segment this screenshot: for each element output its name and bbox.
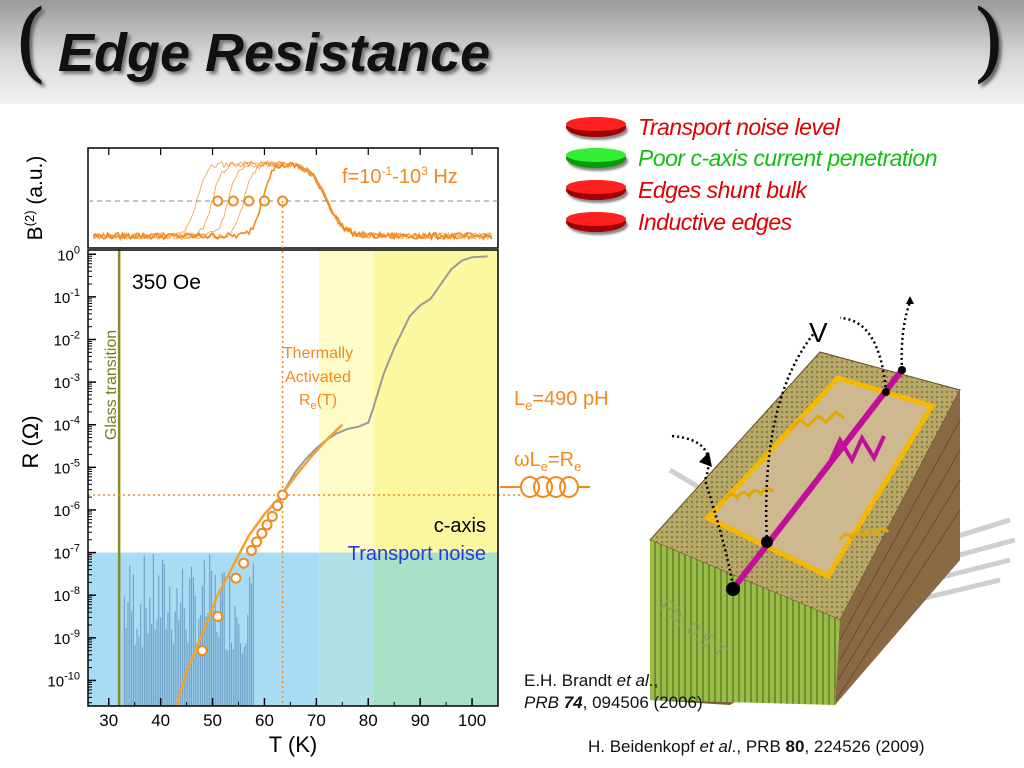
slab-front-face [650,540,840,705]
red-disk-icon [566,117,626,137]
top-panel: f=10-1-103 Hz B(2) (a.u.) [22,147,499,249]
transport-noise-label: Transport noise [348,543,486,565]
data-marker [261,519,273,531]
thermally-activated-fit [175,423,344,707]
legend-label: Inductive edges [638,208,792,235]
top-markers [212,195,289,207]
voltage-label: V [809,317,828,348]
citation-brandt-line2: PRB 74, 094506 (2006) [524,693,703,712]
noise-region-green [373,552,498,706]
data-marker [271,500,283,512]
title-bar [0,0,1024,104]
x-tick-label: 50 [203,711,222,730]
noise-traces [123,554,254,706]
legend-item-inductive-edges: Inductive edges [566,207,792,237]
legend-label: Edges shunt bulk [638,176,807,203]
edge-inductor-icons [723,410,890,541]
guide-lines [88,201,520,706]
sample-schematic: V Pb, 0.5 T [649,296,1016,705]
data-markers [196,489,289,657]
legend-item-transport-noise: Transport noise level [566,112,840,142]
y-tick-label: 10-4 [54,415,80,435]
fit-label-line3: Re(T) [299,392,337,412]
citation-beidenkopf: H. Beidenkopf et al., PRB 80, 224526 (20… [588,737,925,756]
top-y-axis-label: B(2) (a.u.) [22,156,47,241]
x-tick-label: 30 [99,711,118,730]
frequency-annotation: f=10-1-103 Hz [342,164,458,188]
inductance-label: Le=490 pH [514,388,609,413]
y-axis-ticks: 100 10-1 10-2 10-3 10-4 10-5 10-6 10-7 10-8 10-9 1… [47,244,96,704]
right-parenthesis: ) [972,0,1006,92]
pale-yellow-region [318,250,374,553]
data-marker [245,544,257,556]
noise-spikes [123,554,254,706]
y-tick-label: 10-6 [54,500,80,520]
c-axis-curve [279,255,488,502]
legend-item-c-axis-penetration: Poor c-axis current penetration [566,143,938,173]
red-disk-icon [566,212,626,232]
data-marker [251,536,263,548]
x-tick-label: 60 [255,711,274,730]
y-tick-label: 10-3 [54,372,80,392]
slab-side-face [835,390,960,705]
y-axis-label: R (Ω) [18,415,43,468]
fit-label-line2: Activated [285,369,351,386]
red-disk-icon [566,180,626,200]
legend-label: Poor c-axis current penetration [638,144,938,171]
data-curves [175,255,488,707]
noise-region-mid [318,552,374,706]
yellow-region [373,250,498,553]
top-marker [258,195,270,207]
x-tick-label: 40 [151,711,170,730]
field-label: 350 Oe [132,271,201,294]
bottom-plot-frame [87,249,499,707]
legend-item-edges-shunt: Edges shunt bulk [566,175,807,205]
top-marker [243,195,255,207]
y-tick-label: 10-2 [54,329,80,349]
resistor-icon [828,433,886,465]
data-marker [256,527,268,539]
inductor-coil-icon [500,476,590,498]
data-marker [196,645,208,657]
data-marker [230,572,242,584]
x-tick-label: 100 [458,711,486,730]
x-axis-ticks: 30 40 50 60 70 80 90 100 [99,148,486,730]
fit-label-line1: Thermally [283,345,353,362]
harmonic-trace [92,161,493,242]
green-disk-icon [566,148,626,168]
slab-layer-lines [835,419,961,701]
top-marker [212,195,224,207]
omega-le-label: ωLe=Re [514,449,581,474]
top-marker [227,195,239,207]
y-tick-label: 10-7 [54,543,80,563]
glass-transition-label: Glass transition [103,330,120,440]
y-tick-label: 10-5 [54,457,80,477]
x-tick-label: 70 [307,711,326,730]
x-axis-label: T (K) [269,732,317,757]
left-parenthesis: ( [14,0,48,92]
arrow-icon [699,452,712,467]
arrow-icon [906,296,914,304]
y-tick-label: 10-10 [47,670,80,690]
data-marker [238,557,250,569]
legend-label: Transport noise level [638,113,840,140]
y-tick-label: 100 [57,244,80,264]
bulk-path [730,368,905,591]
c-axis-label: c-axis [434,515,486,537]
y-tick-label: 10-9 [54,628,80,648]
data-marker [266,510,278,522]
y-tick-label: 10-1 [54,287,80,307]
y-tick-label: 10-8 [54,585,80,605]
bottom-panel: 30 40 50 60 70 80 90 100 100 10-1 10-2 10-3 10-4 10-… [18,148,520,757]
data-marker [277,489,289,501]
x-tick-label: 90 [411,711,430,730]
voltage-wires [671,301,912,590]
top-traces [92,159,493,242]
slide-title: Edge Resistance [58,23,491,83]
data-marker [212,611,224,623]
citation-brandt-line1: E.H. Brandt et al., [524,671,659,690]
x-tick-label: 80 [359,711,378,730]
